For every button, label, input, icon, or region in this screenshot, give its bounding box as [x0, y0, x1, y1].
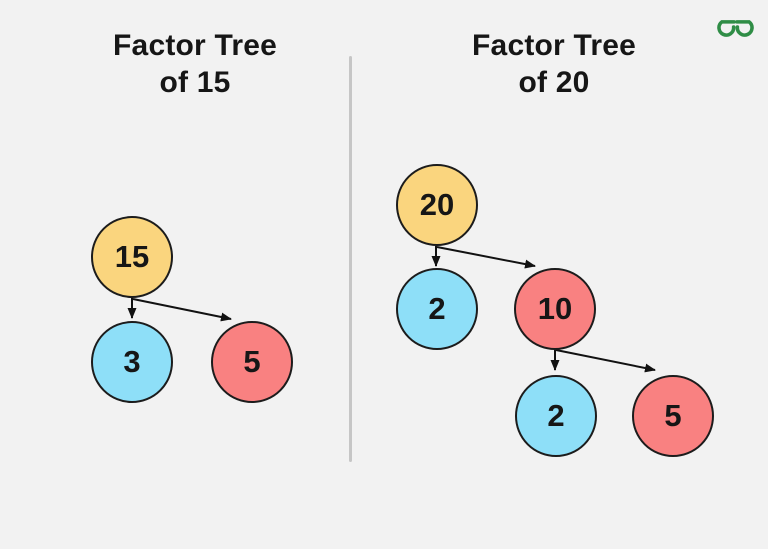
node-10-factor: 10 [514, 268, 596, 350]
arrow-10-to-5 [555, 349, 656, 373]
right-tree-title-line1: Factor Tree [472, 29, 636, 62]
vertical-divider [349, 56, 352, 462]
right-tree-title-line2: of 20 [518, 66, 590, 99]
logo-left-g [717, 20, 736, 37]
node-3-label: 3 [123, 344, 141, 379]
geeksforgeeks-logo-strokes [717, 20, 754, 37]
node-2-factor: 2 [396, 268, 478, 350]
geeksforgeeks-logo-icon [717, 20, 754, 37]
node-2-label: 2 [428, 291, 446, 326]
right-tree-title: Factor Tree of 20 [434, 27, 674, 101]
node-15-root: 15 [91, 216, 173, 298]
left-tree-title-line1: Factor Tree [113, 29, 277, 62]
node-15-label: 15 [114, 239, 150, 274]
node-20-root: 20 [396, 164, 478, 246]
left-tree-title-line2: of 15 [159, 66, 231, 99]
arrow-15-to-5 [132, 298, 232, 322]
node-20-label: 20 [419, 187, 455, 222]
node-5-factor: 5 [211, 321, 293, 403]
node-10-label: 10 [537, 291, 573, 326]
logo-right-g [735, 20, 754, 37]
node-2-subfactor: 2 [515, 375, 597, 457]
node-5-subfactor: 5 [632, 375, 714, 457]
node-3-factor: 3 [91, 321, 173, 403]
left-tree-title: Factor Tree of 15 [75, 27, 315, 101]
node-2-sub-label: 2 [547, 398, 565, 433]
arrow-20-to-10 [436, 246, 536, 269]
node-5-label: 5 [243, 344, 261, 379]
node-5-sub-label: 5 [664, 398, 682, 433]
